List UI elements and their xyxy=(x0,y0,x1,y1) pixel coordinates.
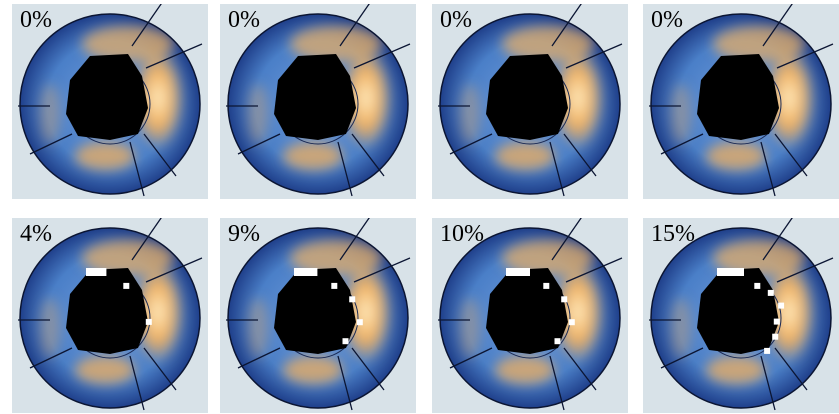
percentage-label: 4% xyxy=(20,221,52,247)
polar-map-panel-2: 0% xyxy=(220,4,416,199)
polar-map-panel-4: 0% xyxy=(643,4,839,199)
percentage-label: 10% xyxy=(440,221,484,247)
percentage-label: 9% xyxy=(228,221,260,247)
polar-map-image xyxy=(226,4,411,197)
polar-map-image xyxy=(438,4,623,197)
polar-map-image xyxy=(18,4,203,197)
polar-map-panel-7: 10% xyxy=(432,218,628,413)
polar-map-panel-3: 0% xyxy=(432,4,628,199)
polar-map-image xyxy=(18,218,203,411)
percentage-label: 0% xyxy=(20,7,52,33)
polar-map-panel-5: 4% xyxy=(12,218,208,413)
polar-map-image xyxy=(438,218,623,411)
percentage-label: 0% xyxy=(440,7,472,33)
polar-map-image xyxy=(226,218,411,411)
polar-map-image xyxy=(649,218,834,411)
polar-map-image xyxy=(649,4,834,197)
percentage-label: 0% xyxy=(228,7,260,33)
polar-map-panel-1: 0% xyxy=(12,4,208,199)
polar-map-panel-8: 15% xyxy=(643,218,839,413)
polar-map-panel-6: 9% xyxy=(220,218,416,413)
percentage-label: 0% xyxy=(651,7,683,33)
percentage-label: 15% xyxy=(651,221,695,247)
